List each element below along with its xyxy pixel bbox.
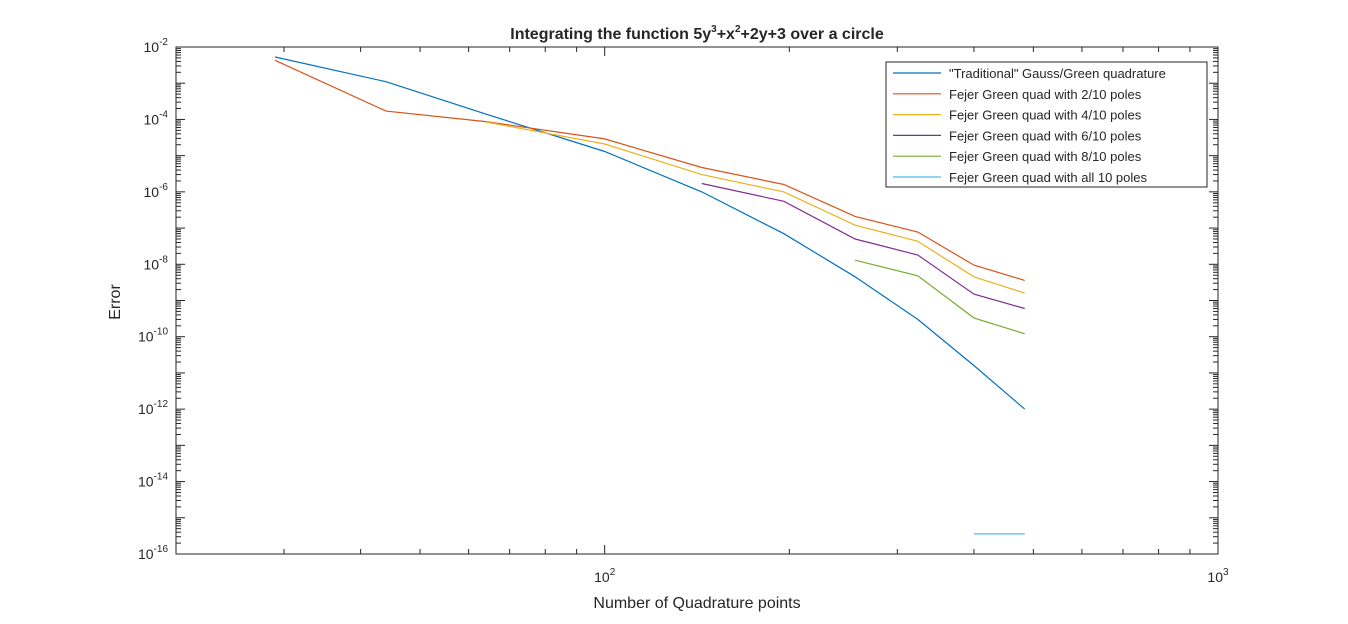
legend-label-5: Fejer Green quad with 8/10 poles bbox=[949, 149, 1142, 164]
y-tick-label: 10-2 bbox=[144, 37, 169, 55]
series-line-1 bbox=[274, 56, 1026, 410]
series-layer bbox=[274, 56, 1026, 535]
y-tick-label: 10-10 bbox=[138, 327, 168, 345]
legend: "Traditional" Gauss/Green quadrature Feje… bbox=[885, 61, 1208, 188]
ticks-layer: 102 103 10-2 10-4 10-6 10-8 10-10 10-12 10-14 10-… bbox=[138, 37, 1229, 585]
y-tick-label: 10-6 bbox=[144, 182, 169, 200]
x-tick-label: 103 bbox=[1207, 567, 1229, 585]
x-tick-label: 102 bbox=[594, 567, 616, 585]
legend-label-4: Fejer Green quad with 6/10 poles bbox=[949, 128, 1142, 143]
legend-label-6: Fejer Green quad with all 10 poles bbox=[949, 170, 1148, 185]
y-tick-label: 10-12 bbox=[138, 399, 168, 417]
y-tick-label: 10-8 bbox=[144, 254, 169, 272]
y-tick-label: 10-4 bbox=[144, 109, 169, 127]
series-line-5 bbox=[854, 259, 1025, 335]
series-line-4 bbox=[701, 182, 1025, 310]
series-line-2 bbox=[274, 59, 1025, 281]
x-axis-label: Number of Quadrature points bbox=[593, 595, 800, 612]
legend-label-1: "Traditional" Gauss/Green quadrature bbox=[949, 66, 1166, 81]
chart-title: Integrating the function 5y3+x2+2y+3 ove… bbox=[510, 24, 884, 43]
y-axis-label: Error bbox=[107, 284, 124, 320]
legend-box bbox=[885, 61, 1208, 188]
legend-label-2: Fejer Green quad with 2/10 poles bbox=[949, 87, 1142, 102]
y-tick-label: 10-16 bbox=[138, 544, 168, 562]
series-line-3 bbox=[485, 121, 1025, 294]
legend-label-3: Fejer Green quad with 4/10 poles bbox=[949, 108, 1142, 123]
y-tick-label: 10-14 bbox=[138, 472, 168, 490]
